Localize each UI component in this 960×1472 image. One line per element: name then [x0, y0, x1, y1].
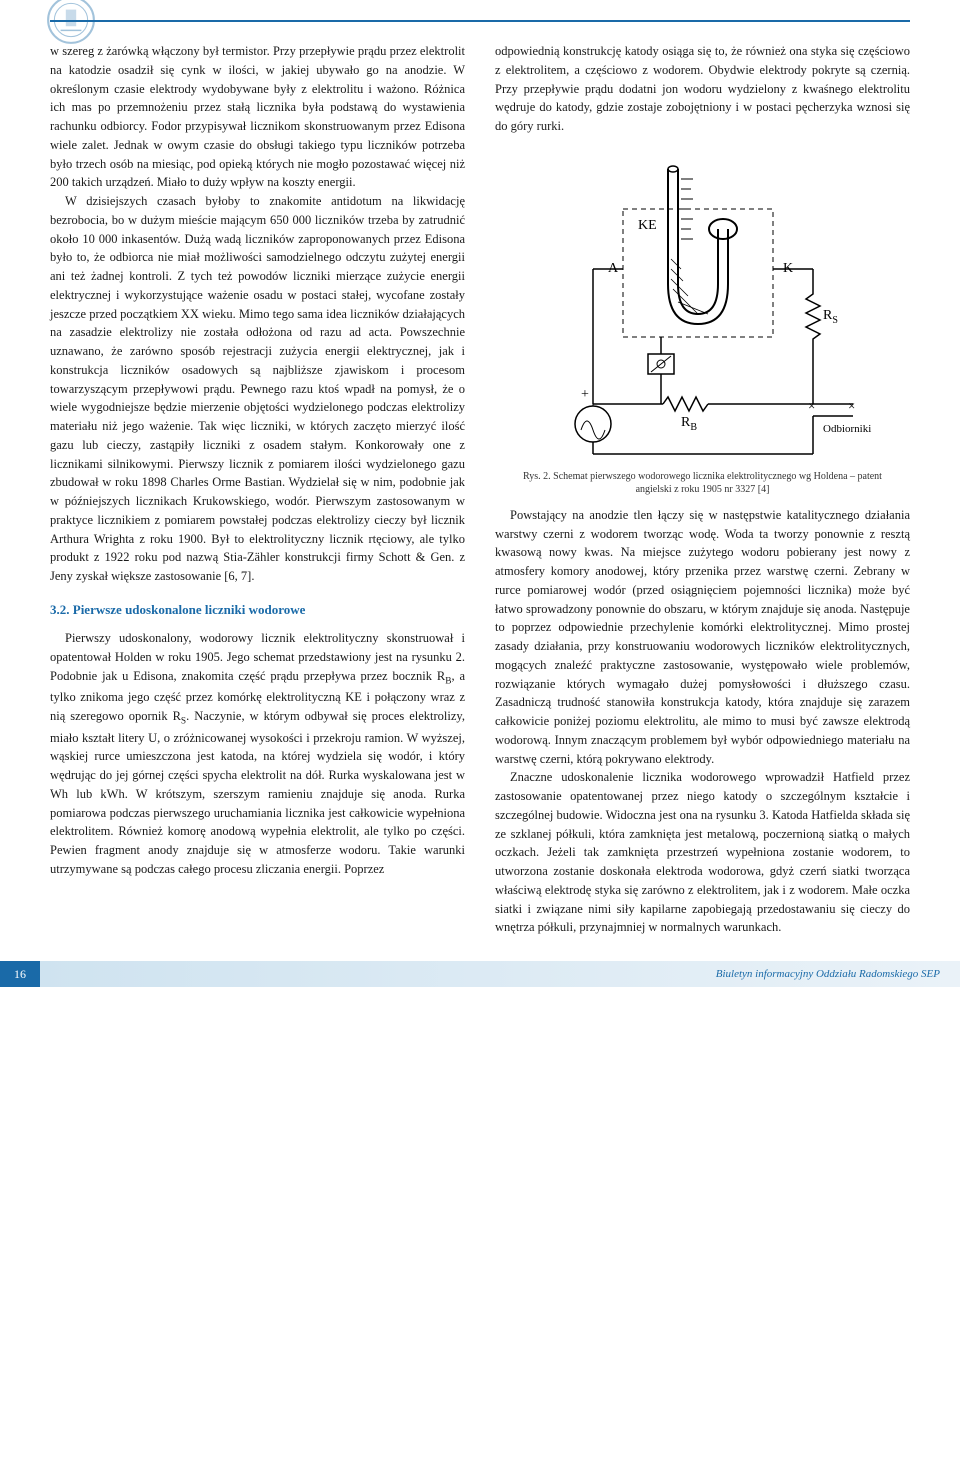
- body-paragraph: Pierwszy udoskonalony, wodorowy licznik …: [50, 629, 465, 878]
- body-paragraph: Powstający na anodzie tlen łączy się w n…: [495, 506, 910, 769]
- figure-caption: Rys. 2. Schemat pierwszego wodorowego li…: [495, 470, 910, 496]
- text-run: . Naczynie, w którym odbywał się proces …: [50, 709, 465, 876]
- circuit-diagram-icon: KE A K RS × × Odbiorniki: [523, 154, 883, 464]
- svg-text:RB: RB: [681, 415, 697, 433]
- svg-text:×: ×: [808, 398, 815, 413]
- body-paragraph: Znaczne udoskonalenie licznika wodoroweg…: [495, 768, 910, 937]
- svg-text:×: ×: [848, 398, 855, 413]
- svg-text:+: +: [581, 387, 589, 402]
- figure-2: KE A K RS × × Odbiorniki: [495, 154, 910, 496]
- header-divider: [50, 20, 910, 22]
- text-run: Pierwszy udoskonalony, wodorowy licznik …: [50, 631, 465, 683]
- svg-text:RS: RS: [823, 308, 838, 326]
- footer-title: Biuletyn informacyjny Oddziału Radomskie…: [40, 961, 960, 987]
- header-stamp-icon: [45, 0, 97, 46]
- body-paragraph: w szereg z żarówką włączony był termisto…: [50, 42, 465, 192]
- page-number: 16: [0, 961, 40, 987]
- section-heading: 3.2. Pierwsze udoskonalone liczniki wodo…: [50, 600, 465, 620]
- left-column: w szereg z żarówką włączony był termisto…: [50, 42, 465, 937]
- body-paragraph: odpowiednią konstrukcję katody osiąga si…: [495, 42, 910, 136]
- svg-text:Odbiorniki: Odbiorniki: [823, 423, 871, 435]
- content-columns: w szereg z żarówką włączony był termisto…: [50, 42, 910, 937]
- body-paragraph: W dzisiejszych czasach byłoby to znakomi…: [50, 192, 465, 586]
- page-footer: 16 Biuletyn informacyjny Oddziału Radoms…: [0, 961, 960, 987]
- right-column: odpowiednią konstrukcję katody osiąga si…: [495, 42, 910, 937]
- svg-text:KE: KE: [638, 218, 657, 233]
